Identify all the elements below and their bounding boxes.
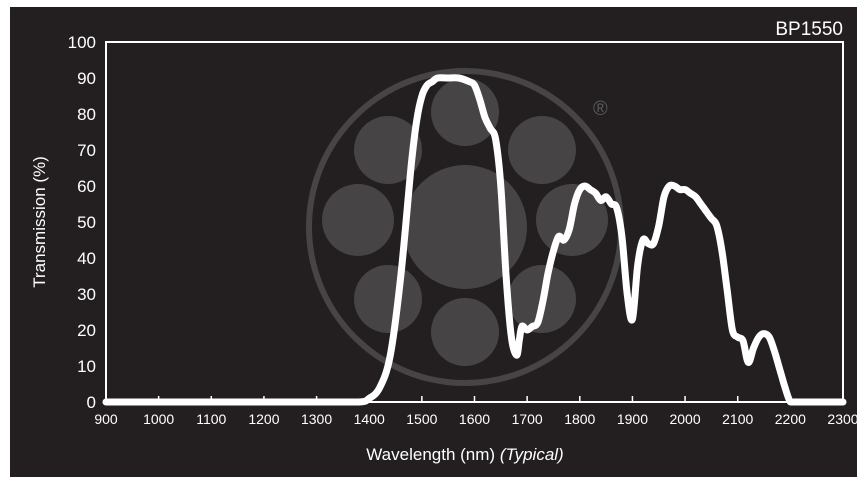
watermark-logo: [306, 68, 624, 386]
x-tick-label: 1700: [512, 411, 543, 427]
x-tick-label: 2000: [669, 411, 700, 427]
x-tick-label: 2200: [775, 411, 806, 427]
series-line-bp1550: [102, 74, 847, 406]
y-tick-label: 70: [77, 141, 96, 160]
y-tick-label: 0: [87, 393, 96, 412]
x-tick-label: 1300: [301, 411, 332, 427]
x-axis-label-suffix: (Typical): [500, 445, 564, 464]
x-tick-label: 1900: [617, 411, 648, 427]
x-axis-title: Wavelength (nm) (Typical): [366, 445, 563, 464]
x-tick-label: 900: [94, 411, 118, 427]
y-tick-label: 10: [77, 357, 96, 376]
x-axis-label: Wavelength (nm): [366, 445, 495, 464]
x-tick-label: 2300: [827, 411, 857, 427]
transmission-chart: ® BP1550 900 1000 1100 1200 1300 1400 1500 1600…: [30, 19, 857, 464]
y-tick-label: 80: [77, 105, 96, 124]
x-tick-label: 1200: [248, 411, 279, 427]
y-tick-label: 50: [77, 213, 96, 232]
x-tick-label: 1000: [143, 411, 174, 427]
y-tick-label: 100: [68, 33, 96, 52]
y-axis-title: Transmission (%): [30, 156, 49, 288]
x-tick-label: 1100: [196, 411, 226, 427]
y-tick-label: 90: [77, 69, 96, 88]
x-tick-label: 1400: [354, 411, 385, 427]
chart-title: BP1550: [775, 19, 843, 40]
y-tick-label: 30: [77, 285, 96, 304]
y-tick-label: 40: [77, 249, 96, 268]
registered-mark: ®: [593, 98, 608, 120]
y-tick-label: 20: [77, 321, 96, 340]
x-tick-label: 1500: [406, 411, 437, 427]
chart-background: ® BP1550 900 1000 1100 1200 1300 1400 1500 1600…: [10, 7, 857, 477]
x-tick-label: 2100: [722, 411, 753, 427]
y-tick-label: 60: [77, 177, 96, 196]
x-tick-label: 1600: [459, 411, 490, 427]
y-axis-ticks: 0 10 20 30 40 50 60 70 80 90 100: [68, 33, 96, 412]
x-tick-label: 1800: [564, 411, 595, 427]
